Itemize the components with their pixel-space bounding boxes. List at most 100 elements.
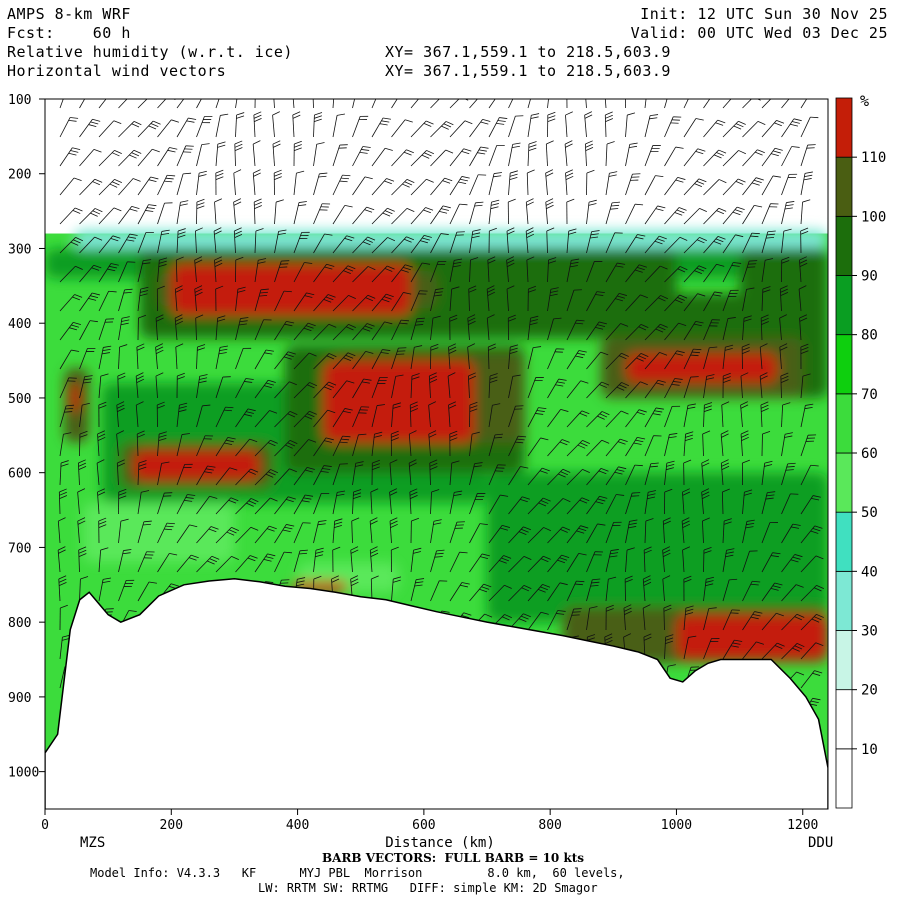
- wind-barb: [79, 236, 103, 254]
- wind-barb: [469, 201, 484, 225]
- wind-barb: [664, 350, 685, 370]
- wind-barb: [468, 285, 477, 312]
- wind-barb: [215, 315, 226, 341]
- wind-barb: [293, 466, 315, 486]
- x-endpoint-right: DDU: [808, 835, 833, 851]
- wind-barb: [391, 576, 402, 602]
- wind-barb: [486, 285, 496, 312]
- wind-barb: [389, 488, 398, 515]
- wind-barb: [135, 401, 144, 428]
- wind-barb: [313, 263, 335, 283]
- wind-barb: [742, 641, 765, 660]
- wind-barb: [196, 465, 216, 486]
- wind-barb: [469, 523, 488, 544]
- wind-barb: [137, 259, 152, 283]
- wind-barb: [410, 373, 420, 399]
- wind-barb: [118, 288, 133, 312]
- wind-barb: [566, 580, 585, 602]
- wind-barb: [605, 323, 629, 341]
- wind-barb: [798, 285, 807, 312]
- wind-barb: [371, 207, 395, 225]
- wind-barb: [96, 459, 105, 486]
- wind-barb: [742, 489, 753, 515]
- wind-barb: [77, 488, 86, 515]
- wind-barb: [488, 199, 500, 225]
- model-title: AMPS 8-km WRF: [7, 5, 131, 23]
- wind-barb: [644, 435, 662, 457]
- wind-barb: [800, 555, 824, 573]
- wind-barb: [683, 459, 692, 486]
- wind-barb: [313, 547, 324, 573]
- wind-barb: [371, 404, 386, 428]
- wind-barb: [469, 99, 478, 109]
- wind-barb: [781, 523, 801, 544]
- wind-barb: [625, 436, 646, 457]
- wind-barb: [586, 261, 603, 283]
- wind-barb: [447, 372, 456, 399]
- wind-barb: [664, 433, 678, 457]
- wind-barb: [371, 459, 380, 486]
- wind-barb: [761, 642, 785, 660]
- wind-barb: [215, 437, 236, 457]
- wind-barb: [252, 140, 261, 167]
- wind-barb: [371, 147, 393, 167]
- wind-barb: [176, 200, 189, 225]
- wind-barb: [781, 118, 802, 138]
- wind-barb: [313, 381, 337, 399]
- y-axis: 100 200 300 400 500 600 700 800 900 1000: [8, 93, 45, 781]
- wind-barb: [644, 518, 654, 544]
- wind-barb: [547, 468, 571, 486]
- wind-barb: [176, 494, 196, 515]
- wind-barb: [781, 554, 803, 573]
- wind-barb: [722, 234, 744, 254]
- colorbar-swatch: [835, 570, 853, 631]
- wind-barb: [527, 285, 537, 312]
- wind-barb: [409, 488, 418, 515]
- wind-barb: [79, 375, 93, 399]
- wind-barb: [527, 407, 547, 428]
- wind-barb: [332, 113, 346, 138]
- wind-barb: [118, 549, 132, 573]
- wind-barb: [233, 198, 242, 225]
- wind-barb: [235, 555, 258, 573]
- wind-barb: [215, 345, 229, 370]
- wind-barb: [371, 178, 395, 196]
- wind-barb: [430, 519, 442, 544]
- wind-barb: [57, 546, 66, 573]
- wind-barb: [566, 99, 568, 109]
- wind-barb: [564, 140, 573, 167]
- wind-barb: [527, 315, 539, 341]
- wind-barb: [157, 492, 173, 515]
- wind-barb: [586, 523, 606, 544]
- wind-barb: [566, 525, 589, 544]
- wind-barb: [683, 293, 706, 312]
- wind-barb: [662, 517, 671, 544]
- wind-barb: [194, 227, 203, 254]
- wind-barb: [624, 575, 633, 602]
- wind-barb: [742, 287, 755, 312]
- wind-barb: [701, 459, 710, 486]
- wind-barb: [313, 465, 332, 486]
- wind-barb: [565, 111, 573, 138]
- wind-barb: [488, 99, 496, 109]
- wind-barb: [781, 613, 805, 631]
- wind-barb: [254, 258, 267, 283]
- wind-barb: [722, 372, 731, 399]
- wind-barb: [469, 146, 489, 167]
- wind-barb: [525, 227, 535, 254]
- wind-barb: [799, 314, 808, 341]
- wind-barb: [586, 199, 597, 225]
- wind-barb: [800, 144, 816, 167]
- wind-barb: [352, 350, 374, 370]
- wind-barb: [79, 149, 102, 167]
- wind-barb: [59, 207, 83, 225]
- wind-barb: [352, 146, 371, 167]
- wind-barb: [448, 343, 457, 370]
- wind-barb: [449, 176, 470, 196]
- wind-barb: [605, 438, 628, 457]
- colorbar-label: 60: [861, 446, 878, 462]
- wind-barb: [313, 520, 327, 544]
- x-axis-label: Distance (km): [385, 835, 495, 851]
- colorbar-swatch: [835, 275, 853, 336]
- wind-barb: [390, 546, 399, 573]
